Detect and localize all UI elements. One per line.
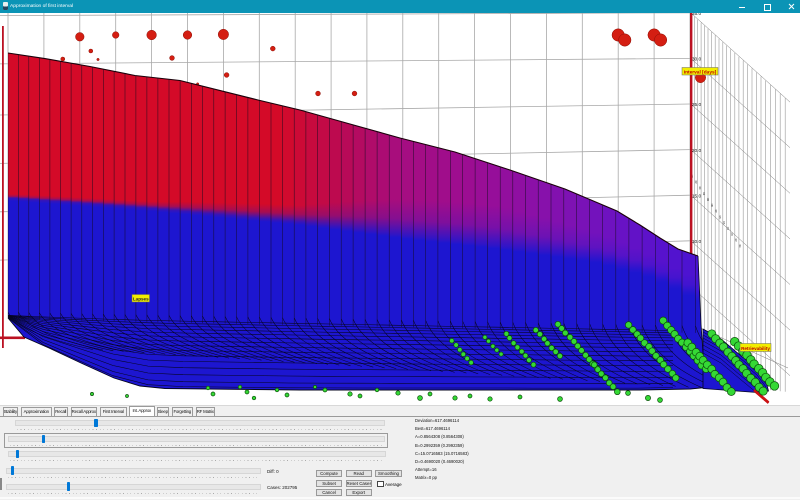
- svg-text:20.0: 20.0: [692, 148, 702, 154]
- svg-text:Lapses: Lapses: [133, 296, 149, 301]
- svg-text:0.70: 0.70: [730, 233, 733, 237]
- svg-text:15.0: 15.0: [692, 193, 702, 199]
- svg-text:0.67: 0.67: [734, 238, 737, 242]
- svg-text:0.85: 0.85: [710, 204, 713, 208]
- svg-text:0.88: 0.88: [706, 198, 709, 202]
- svg-text:0.91: 0.91: [702, 192, 705, 196]
- svg-text:0.82: 0.82: [714, 209, 717, 213]
- svg-text:0.64: 0.64: [738, 244, 741, 248]
- svg-text:0.94: 0.94: [698, 186, 701, 190]
- svg-text:0.97: 0.97: [694, 180, 697, 184]
- svg-text:Retrievability: Retrievability: [741, 346, 770, 351]
- svg-text:0.79: 0.79: [718, 215, 721, 219]
- svg-text:10.0: 10.0: [692, 239, 702, 245]
- svg-text:0.73: 0.73: [726, 227, 729, 231]
- svg-text:0.76: 0.76: [722, 221, 725, 225]
- svg-text:Interval [days]: Interval [days]: [684, 69, 717, 75]
- svg-text:30.0: 30.0: [692, 57, 702, 63]
- svg-text:25.0: 25.0: [692, 102, 702, 108]
- svg-text:35.0: 35.0: [692, 13, 702, 17]
